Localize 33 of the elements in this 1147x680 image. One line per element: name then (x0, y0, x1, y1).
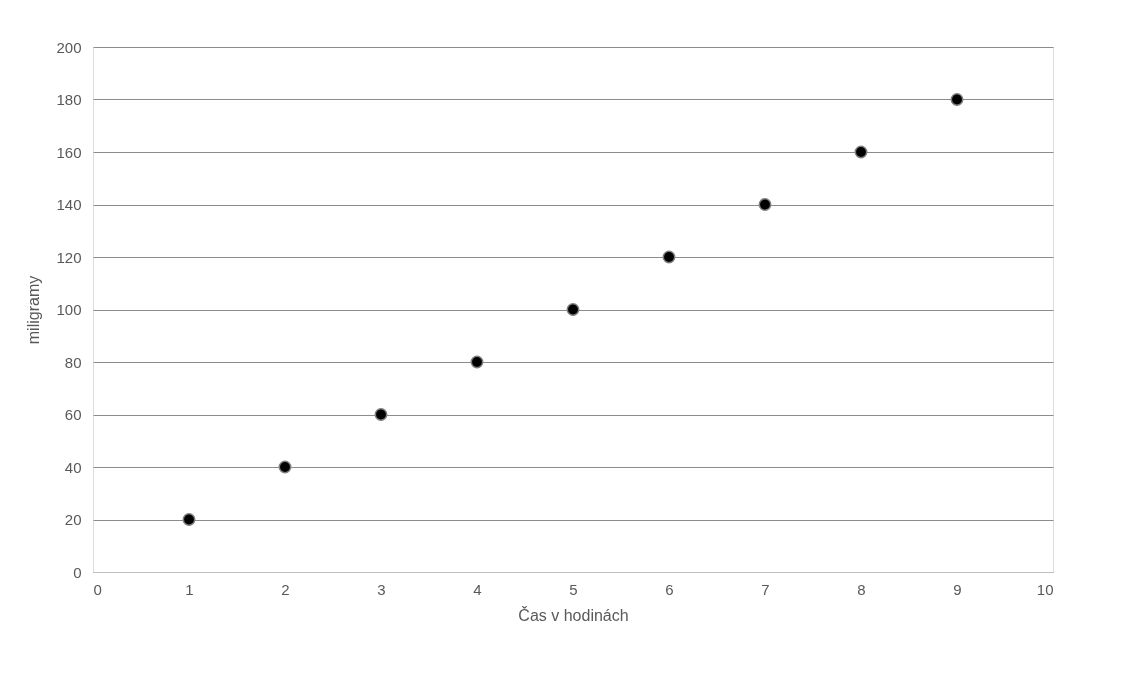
x-tick-label: 5 (569, 580, 578, 598)
point (278, 460, 292, 474)
point (374, 408, 388, 421)
x-tick-label: 0 (93, 580, 102, 598)
y-tick-label: 140 (56, 196, 82, 213)
y-tick-label: 120 (56, 248, 82, 266)
x-tick-label: 2 (281, 580, 290, 598)
y-tick-label: 60 (64, 406, 82, 423)
y-tick-label: 20 (64, 511, 82, 528)
y-tick-label: 200 (56, 38, 82, 56)
x-tick-label: 9 (953, 580, 962, 598)
point (182, 513, 196, 526)
x-tick-label: 1 (185, 580, 194, 598)
x-tick-label: 7 (761, 580, 770, 598)
y-tick-label: 80 (64, 353, 82, 371)
x-tick-label: 6 (665, 580, 674, 598)
point (854, 145, 868, 159)
y-tick-label: 40 (64, 458, 82, 476)
x-tick-label: 8 (857, 580, 866, 598)
y-tick-label: 180 (56, 91, 82, 108)
point (950, 93, 964, 106)
x-tick-label: 4 (473, 580, 482, 598)
y-tick-label: 100 (56, 301, 82, 318)
y-tick-label: 0 (73, 563, 82, 581)
x-tick-label: 10 (1036, 580, 1054, 598)
point (662, 250, 676, 264)
y-axis-title: miligramy (25, 275, 43, 345)
point (758, 198, 772, 211)
x-axis-title: Čas v hodinách (518, 605, 629, 624)
point (470, 355, 484, 369)
y-tick-label: 160 (56, 143, 82, 161)
point (566, 303, 580, 316)
x-tick-label: 3 (377, 580, 386, 598)
